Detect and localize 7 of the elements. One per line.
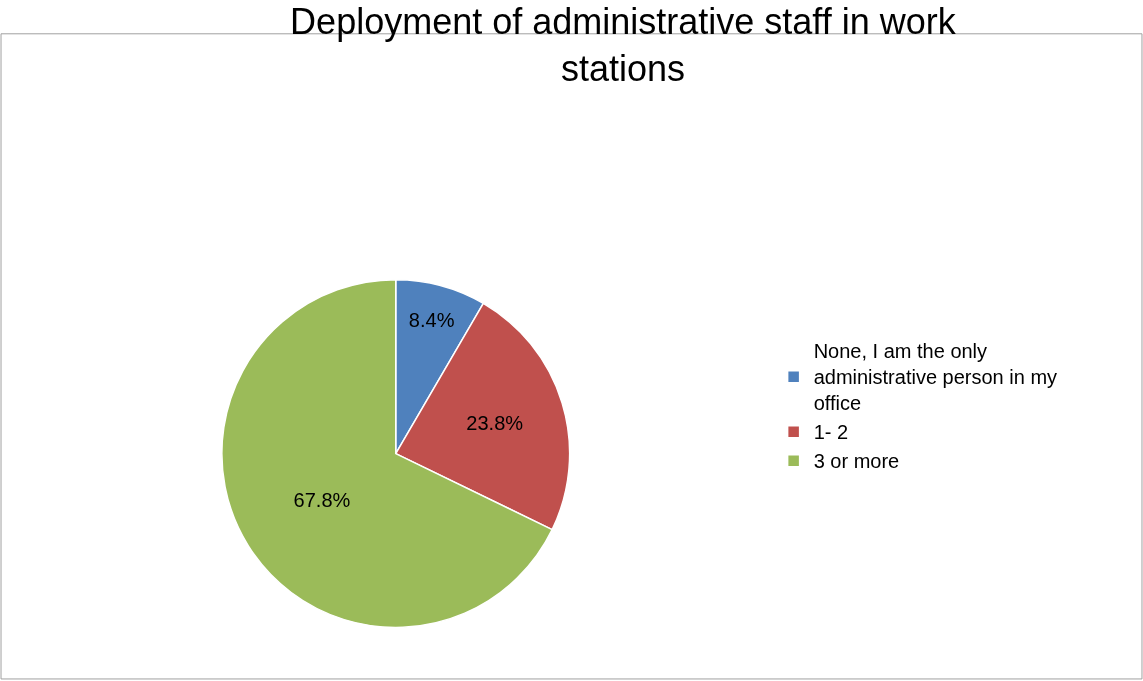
data-label: 8.4% [408,309,455,332]
chart-title: Deployment of administrative staff in work stations [290,1,957,89]
legend-label: 3 or more [813,450,900,473]
legend-label: None, I am the only administrative person in my office [813,340,1058,415]
legend-label: 1- 2 [813,421,849,444]
data-label: 67.8% [293,488,351,511]
data-label: 23.8% [466,412,524,435]
